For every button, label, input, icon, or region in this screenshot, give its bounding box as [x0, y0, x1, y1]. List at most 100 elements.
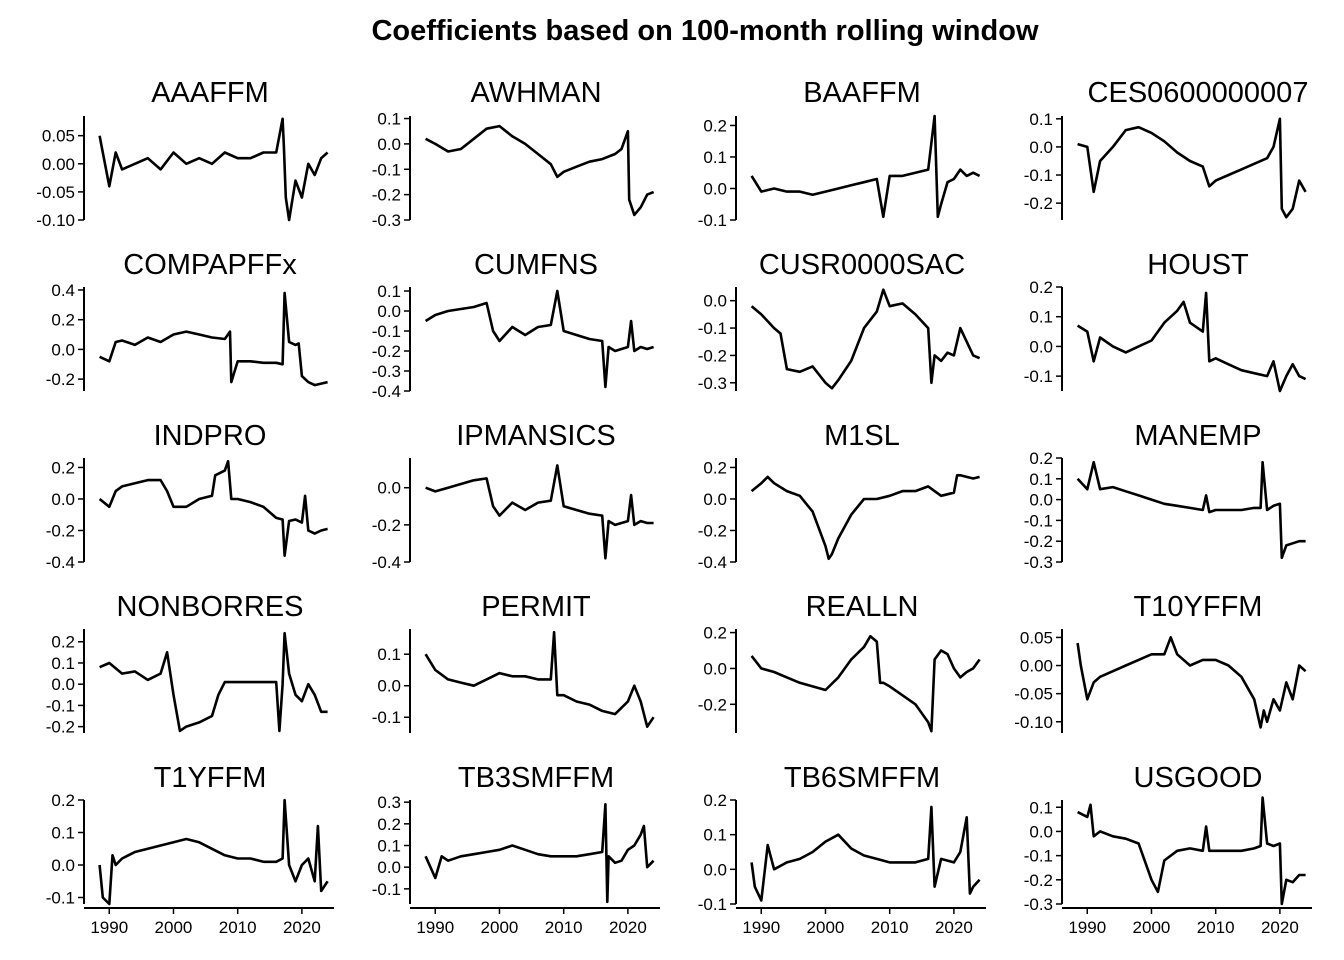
y-tick-label: -0.3 [372, 362, 401, 381]
y-tick-label: -0.2 [46, 718, 75, 737]
panel-title: IPMANSICS [456, 420, 616, 452]
coefficient-series-line [750, 634, 981, 733]
y-tick-label: 0.1 [377, 282, 401, 301]
panel-compapffx: COMPAPFFx 0.4 0.2 0.0 -0.2 [46, 249, 328, 391]
y-tick-label: -0.05 [36, 183, 75, 202]
panel-title: NONBORRES [117, 591, 304, 623]
y-tick-label: 0.1 [1029, 308, 1053, 327]
y-tick-label: -0.2 [372, 516, 401, 535]
x-tick-label: 2000 [481, 918, 519, 937]
y-tick-label: 0.0 [1029, 491, 1053, 510]
panel-title: AAAFFM [151, 77, 269, 109]
y-tick-label: -0.10 [36, 211, 75, 230]
y-tick-label: -0.3 [1024, 895, 1053, 914]
y-tick-label: 0.3 [377, 793, 401, 812]
x-tick-label: 2020 [283, 918, 321, 937]
y-tick-label: -0.1 [698, 211, 727, 230]
y-tick-label: 0.05 [42, 127, 75, 146]
coefficient-series-line [424, 630, 655, 729]
y-tick-label: -0.2 [698, 521, 727, 540]
panel-cusr0000sac: CUSR0000SAC 0.0 -0.1 -0.2 -0.3 [698, 249, 981, 393]
y-tick-label: 0.2 [703, 458, 727, 477]
panel-baaffm: BAAFFM 0.2 0.1 0.0 -0.1 [698, 77, 981, 230]
coefficient-series-line [99, 631, 328, 733]
y-tick-label: 0.1 [51, 824, 75, 843]
y-tick-label: 0.00 [42, 155, 75, 174]
y-tick-label: -0.4 [372, 553, 401, 572]
y-tick-label: 0.2 [703, 791, 727, 810]
coefficient-series-line [1077, 796, 1306, 906]
panel-t10yffm: T10YFFM 0.05 0.00 -0.05 -0.10 [1014, 591, 1307, 733]
coefficient-series-line [98, 117, 329, 222]
y-tick-label: -0.05 [1014, 685, 1053, 704]
y-tick-label: -0.1 [372, 708, 401, 727]
x-tick-label: 1990 [416, 918, 454, 937]
y-tick-label: 0.05 [1020, 628, 1053, 647]
panel-title: TB3SMFFM [458, 762, 614, 794]
panel-ces0600000007: CES0600000007 0.1 0.0 -0.1 -0.2 [1024, 77, 1308, 220]
panel-title: M1SL [824, 420, 900, 452]
y-tick-label: -0.3 [1024, 553, 1053, 572]
y-tick-label: 0.1 [377, 837, 401, 856]
coefficient-series-line [98, 459, 328, 558]
panel-title: COMPAPFFx [123, 249, 297, 281]
y-tick-label: -0.3 [698, 374, 727, 393]
y-tick-label: 0.2 [51, 791, 75, 810]
y-tick-label: -0.2 [372, 186, 401, 205]
y-tick-label: 0.0 [703, 659, 727, 678]
coefficient-series-line [424, 802, 655, 904]
coefficient-series-line [424, 289, 654, 389]
y-tick-label: 0.1 [1029, 798, 1053, 817]
y-tick-label: -0.1 [1024, 166, 1053, 185]
y-tick-label: 0.1 [377, 645, 401, 664]
figure-title: Coefficients based on 100-month rolling … [371, 15, 1038, 47]
y-tick-label: -0.2 [46, 370, 75, 389]
panels-grid: AAAFFM0.050.00-0.05-0.10AWHMAN0.10.0-0.1… [36, 77, 1312, 937]
y-tick-label: 0.0 [51, 856, 75, 875]
x-tick-label: 2020 [1261, 918, 1299, 937]
panel-title: CUMFNS [474, 249, 598, 281]
y-tick-label: 0.0 [377, 302, 401, 321]
y-tick-label: 0.0 [377, 135, 401, 154]
y-tick-label: 0.1 [51, 654, 75, 673]
y-tick-label: -0.1 [698, 895, 727, 914]
y-tick-label: -0.10 [1014, 713, 1053, 732]
y-tick-label: 0.0 [51, 675, 75, 694]
coefficient-series-line [98, 798, 329, 906]
y-tick-label: 0.0 [1029, 822, 1053, 841]
panel-manemp: MANEMP 0.2 0.1 0.0-0.1 -0.2 -0.3 [1024, 420, 1306, 572]
panel-tb6smffm: TB6SMFFM 0.2 0.1 0.0 -0.1 1990 2000 2010 2020 [698, 762, 986, 937]
y-tick-label: -0.3 [372, 211, 401, 230]
panel-usgood: USGOOD 0.1 0.0 -0.1 -0.2 -0.3 1990 2000 2010 2020 [1024, 762, 1312, 937]
x-tick-label: 1990 [90, 918, 128, 937]
panel-title: USGOOD [1134, 762, 1263, 794]
panel-title: AWHMAN [470, 77, 601, 109]
y-tick-label: 0.2 [51, 458, 75, 477]
y-tick-label: -0.1 [372, 880, 401, 899]
coefficient-series-line [425, 464, 654, 560]
y-tick-label: -0.4 [372, 382, 401, 401]
y-tick-label: 0.1 [1029, 110, 1053, 129]
coefficient-series-line [1076, 291, 1307, 393]
y-tick-label: 0.2 [1029, 449, 1053, 468]
y-tick-label: 0.1 [703, 826, 727, 845]
panel-title: PERMIT [481, 591, 591, 623]
panel-title: INDPRO [154, 420, 267, 452]
panel-realln: REALLN 0.2 0.0 -0.2 [698, 591, 981, 733]
x-tick-label: 1990 [742, 918, 780, 937]
y-tick-label: -0.2 [1024, 194, 1053, 213]
y-tick-label: 0.0 [703, 179, 727, 198]
panel-awhman: AWHMAN 0.1 0.0 -0.1 -0.2 -0.3 [372, 77, 655, 230]
y-tick-label: 0.2 [703, 116, 727, 135]
y-tick-label: -0.1 [46, 889, 75, 908]
y-tick-label: -0.1 [1024, 367, 1053, 386]
x-tick-label: 2000 [807, 918, 845, 937]
panel-title: HOUST [1147, 249, 1249, 281]
panel-indpro: INDPRO 0.2 0.0 -0.2 -0.4 [46, 420, 328, 572]
y-tick-label: -0.1 [1024, 847, 1053, 866]
coefficient-series-line [1076, 460, 1306, 560]
y-tick-label: -0.1 [46, 696, 75, 715]
y-tick-label: 0.0 [703, 292, 727, 311]
y-tick-label: 0.1 [377, 110, 401, 129]
panel-t1yffm: T1YFFM 0.2 0.1 0.0 -0.1 1990 2000 2010 2020 [46, 762, 334, 937]
